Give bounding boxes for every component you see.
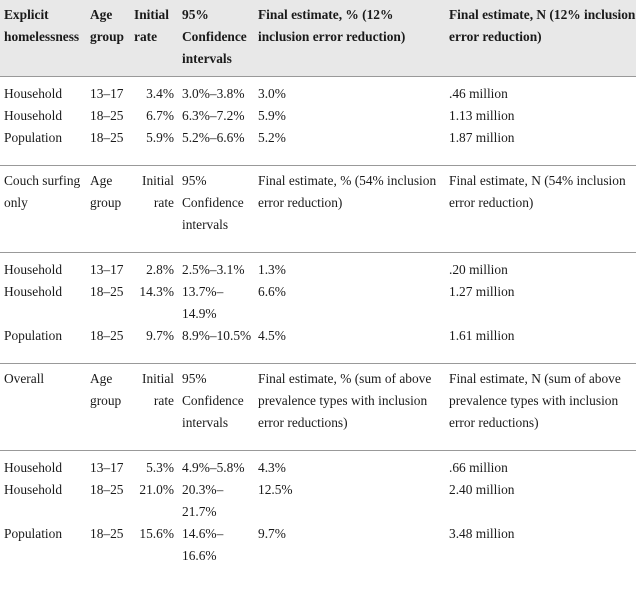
table-row: Household 13–17 3.4% 3.0%–3.8% 3.0% .46 … bbox=[0, 83, 636, 105]
section-header-row: Overall Age group Initial rate 95% Confi… bbox=[0, 363, 636, 434]
table-row: Household 18–25 21.0% 20.3%–21.7% 12.5% … bbox=[0, 479, 636, 523]
table-row: Household 13–17 5.3% 4.9%–5.8% 4.3% .66 … bbox=[0, 457, 636, 479]
cell-age: 13–17 bbox=[90, 460, 124, 475]
cell-type: Household bbox=[4, 108, 63, 123]
cell-type: Population bbox=[4, 328, 63, 343]
cell-pct: 1.3% bbox=[258, 262, 286, 277]
section-title: Couch surfing only bbox=[0, 165, 86, 236]
header-cell-age: Age group bbox=[86, 0, 130, 70]
cell-type: Population bbox=[4, 130, 63, 145]
cell-pct: 5.9% bbox=[258, 108, 286, 123]
cell-pct: 3.0% bbox=[258, 86, 286, 101]
header-cell-rate: Initial rate bbox=[130, 363, 178, 434]
cell-rate: 6.7% bbox=[146, 108, 174, 123]
header-cell-pct: Final estimate, % (12% inclusion error r… bbox=[254, 0, 445, 70]
cell-rate: 5.9% bbox=[146, 130, 174, 145]
cell-age: 13–17 bbox=[90, 262, 124, 277]
cell-ci: 5.2%–6.6% bbox=[182, 130, 245, 145]
header-cell-ci: 95% Confidence intervals bbox=[178, 363, 254, 434]
cell-ci: 20.3%–21.7% bbox=[182, 482, 224, 519]
cell-ci: 8.9%–10.5% bbox=[182, 328, 252, 343]
cell-ci: 6.3%–7.2% bbox=[182, 108, 245, 123]
header-cell-n: Final estimate, N (12% inclusion error r… bbox=[445, 0, 636, 70]
header-cell-type: Explicit homelessness bbox=[0, 0, 86, 70]
cell-type: Household bbox=[4, 86, 63, 101]
cell-pct: 4.3% bbox=[258, 460, 286, 475]
cell-ci: 13.7%–14.9% bbox=[182, 284, 224, 321]
header-cell-n: Final estimate, N (sum of above prevalen… bbox=[445, 363, 636, 434]
cell-pct: 9.7% bbox=[258, 526, 286, 541]
cell-age: 13–17 bbox=[90, 86, 124, 101]
cell-type: Household bbox=[4, 482, 63, 497]
cell-pct: 12.5% bbox=[258, 482, 293, 497]
cell-type: Household bbox=[4, 262, 63, 277]
header-cell-ci: 95% Confidence intervals bbox=[178, 0, 254, 70]
header-cell-age: Age group bbox=[86, 165, 130, 236]
section-header-row: Couch surfing only Age group Initial rat… bbox=[0, 165, 636, 236]
header-cell-rate: Initial rate bbox=[130, 165, 178, 236]
header-cell-pct: Final estimate, % (sum of above prevalen… bbox=[254, 363, 445, 434]
cell-pct: 6.6% bbox=[258, 284, 286, 299]
cell-rate: 3.4% bbox=[146, 86, 174, 101]
cell-type: Household bbox=[4, 284, 63, 299]
cell-n: 3.48 million bbox=[449, 526, 515, 541]
cell-n: 1.13 million bbox=[449, 108, 515, 123]
cell-age: 18–25 bbox=[90, 482, 124, 497]
table-row: Household 18–25 6.7% 6.3%–7.2% 5.9% 1.13… bbox=[0, 105, 636, 127]
header-cell-n: Final estimate, N (54% inclusion error r… bbox=[445, 165, 636, 236]
cell-n: .20 million bbox=[449, 262, 508, 277]
cell-type: Household bbox=[4, 460, 63, 475]
cell-age: 18–25 bbox=[90, 526, 124, 541]
cell-rate: 5.3% bbox=[146, 460, 174, 475]
cell-n: 1.61 million bbox=[449, 328, 515, 343]
cell-age: 18–25 bbox=[90, 130, 124, 145]
cell-rate: 21.0% bbox=[139, 482, 174, 497]
table-row: Population 18–25 9.7% 8.9%–10.5% 4.5% 1.… bbox=[0, 325, 636, 347]
cell-ci: 4.9%–5.8% bbox=[182, 460, 245, 475]
cell-rate: 2.8% bbox=[146, 262, 174, 277]
cell-ci: 3.0%–3.8% bbox=[182, 86, 245, 101]
cell-ci: 14.6%–16.6% bbox=[182, 526, 224, 563]
table-row: Household 13–17 2.8% 2.5%–3.1% 1.3% .20 … bbox=[0, 259, 636, 281]
cell-age: 18–25 bbox=[90, 108, 124, 123]
cell-rate: 14.3% bbox=[139, 284, 174, 299]
header-cell-pct: Final estimate, % (54% inclusion error r… bbox=[254, 165, 445, 236]
cell-n: .66 million bbox=[449, 460, 508, 475]
table-row: Population 18–25 5.9% 5.2%–6.6% 5.2% 1.8… bbox=[0, 127, 636, 149]
cell-rate: 15.6% bbox=[139, 526, 174, 541]
cell-pct: 4.5% bbox=[258, 328, 286, 343]
prevalence-table: Explicit homelessness Age group Initial … bbox=[0, 0, 636, 567]
cell-rate: 9.7% bbox=[146, 328, 174, 343]
section-title: Overall bbox=[0, 363, 86, 434]
cell-age: 18–25 bbox=[90, 328, 124, 343]
cell-n: 1.87 million bbox=[449, 130, 515, 145]
cell-n: 1.27 million bbox=[449, 284, 515, 299]
table-row: Population 18–25 15.6% 14.6%–16.6% 9.7% … bbox=[0, 523, 636, 567]
cell-n: .46 million bbox=[449, 86, 508, 101]
header-cell-age: Age group bbox=[86, 363, 130, 434]
cell-pct: 5.2% bbox=[258, 130, 286, 145]
header-cell-ci: 95% Confidence intervals bbox=[178, 165, 254, 236]
cell-ci: 2.5%–3.1% bbox=[182, 262, 245, 277]
cell-age: 18–25 bbox=[90, 284, 124, 299]
cell-n: 2.40 million bbox=[449, 482, 515, 497]
table-header-row: Explicit homelessness Age group Initial … bbox=[0, 0, 636, 70]
cell-type: Population bbox=[4, 526, 63, 541]
table-row: Household 18–25 14.3% 13.7%–14.9% 6.6% 1… bbox=[0, 281, 636, 325]
header-cell-rate: Initial rate bbox=[130, 0, 178, 70]
